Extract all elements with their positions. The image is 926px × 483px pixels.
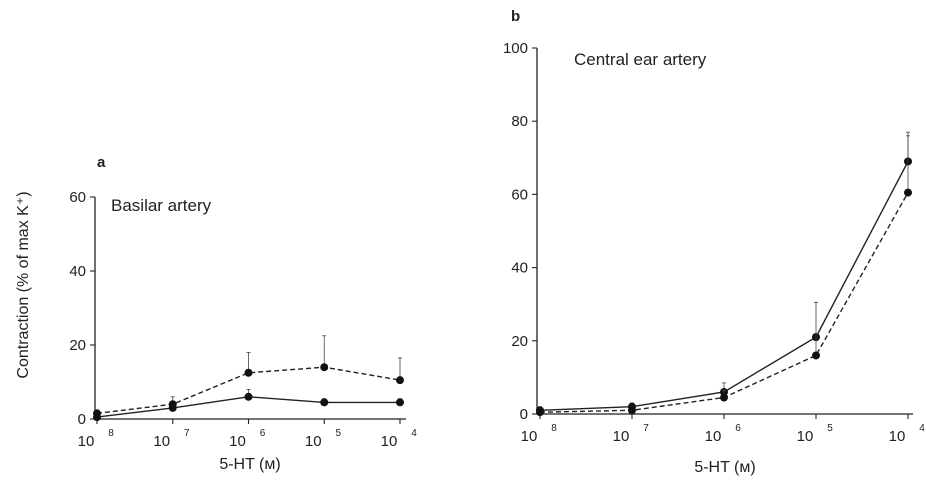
pa-series-dashed-point-4 xyxy=(396,376,404,385)
pa-x-tick-label-3: 10 xyxy=(305,433,322,450)
pb-y-tick-label-20: 20 xyxy=(511,333,528,350)
pb-series-dashed-point-1 xyxy=(628,406,636,415)
pb-y-tick-label-40: 40 xyxy=(511,260,528,277)
pa-series-solid-point-2 xyxy=(244,392,253,401)
pb-x-tick-exponent-0: 8 xyxy=(551,423,557,434)
pa-x-tick-label-4: 10 xyxy=(381,433,398,450)
panel-b-x-axis-label: 5-HT (м) xyxy=(694,459,755,476)
pa-series-dashed-point-2 xyxy=(244,368,253,377)
chart-panel-b: b Central ear artery 5-HT (м) 0 20 40 60 80 1… xyxy=(503,8,925,476)
pb-y-tick-label-80: 80 xyxy=(511,113,528,130)
pa-x-tick-exponent-1: 7 xyxy=(184,428,190,439)
pa-series-dashed-point-1 xyxy=(168,400,177,409)
pa-x-tick-exponent-2: 6 xyxy=(260,428,266,439)
pb-x-tick-label-2: 10 xyxy=(705,428,722,445)
pa-x-tick-exponent-4: 4 xyxy=(411,428,417,439)
pb-series-dashed-point-0 xyxy=(536,408,544,417)
panel-b-label: b xyxy=(511,8,520,25)
pb-y-tick-label-60: 60 xyxy=(511,186,528,203)
y-axis-label: Contraction (% of max K⁺) xyxy=(15,191,32,378)
pa-series-solid-point-3 xyxy=(320,398,329,407)
pb-series-dashed-point-3 xyxy=(812,351,820,360)
pa-x-tick-label-0: 10 xyxy=(78,433,95,450)
pb-x-tick-label-3: 10 xyxy=(797,428,814,445)
pb-x-tick-exponent-2: 6 xyxy=(735,423,741,434)
pa-y-tick-label-40: 40 xyxy=(69,263,86,280)
pa-series-dashed-point-0 xyxy=(93,409,101,418)
pb-x-tick-exponent-1: 7 xyxy=(643,423,649,434)
chart-panel-a: a Basilar artery 5-HT (м) 0 20 40 60 10 8 10 7 1… xyxy=(69,154,417,473)
panel-a-title: Basilar artery xyxy=(111,196,212,215)
pa-y-tick-label-60: 60 xyxy=(69,189,86,206)
pb-x-tick-exponent-3: 5 xyxy=(827,423,833,434)
pb-x-tick-label-1: 10 xyxy=(613,428,630,445)
pa-series-dashed-line xyxy=(96,366,401,415)
pb-x-tick-label-0: 10 xyxy=(521,428,538,445)
pa-y-tick-label-20: 20 xyxy=(69,337,86,354)
pb-series-dashed-point-4 xyxy=(904,188,912,197)
pb-y-tick-label-100: 100 xyxy=(503,40,528,57)
pb-series-dashed-point-2 xyxy=(720,393,728,402)
pb-y-tick-label-0: 0 xyxy=(520,406,528,423)
pb-series-solid-line xyxy=(539,161,909,411)
panel-b-title: Central ear artery xyxy=(574,50,707,69)
pb-x-tick-label-4: 10 xyxy=(889,428,906,445)
pa-x-tick-label-2: 10 xyxy=(229,433,246,450)
panel-a-x-axis-label: 5-HT (м) xyxy=(219,456,280,473)
pa-x-tick-exponent-0: 8 xyxy=(108,428,114,439)
pa-series-dashed-point-3 xyxy=(320,363,329,372)
pa-y-tick-label-0: 0 xyxy=(78,411,86,428)
pa-x-tick-exponent-3: 5 xyxy=(335,428,341,439)
pb-x-tick-exponent-4: 4 xyxy=(919,423,925,434)
pb-series-dashed-line xyxy=(539,192,909,413)
panel-a-label: a xyxy=(97,154,106,171)
pa-series-solid-point-4 xyxy=(396,398,404,407)
pa-x-tick-label-1: 10 xyxy=(153,433,170,450)
